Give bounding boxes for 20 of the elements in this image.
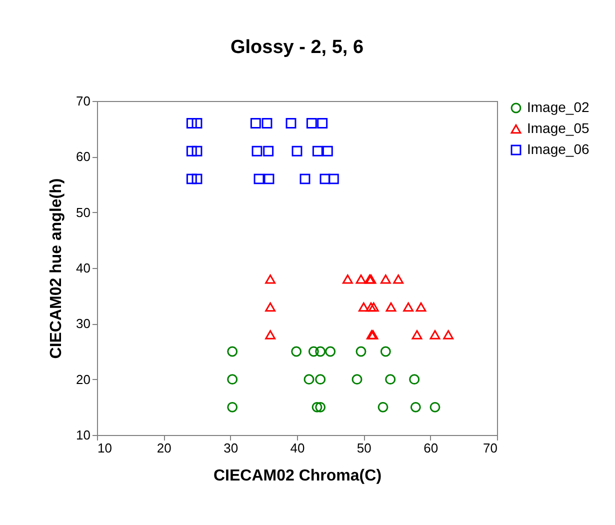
x-tick-label: 30 <box>224 440 238 456</box>
x-tick-label: 40 <box>290 440 305 456</box>
legend-label: Image_05 <box>527 120 590 136</box>
y-tick-label: 20 <box>76 372 90 387</box>
x-tick-label: 70 <box>483 440 498 456</box>
y-tick-label: 10 <box>76 428 90 442</box>
legend-label: Image_02 <box>527 99 590 115</box>
y-axis-title: CIECAM02 hue angle(h) <box>48 178 66 359</box>
x-tick-label: 10 <box>98 440 112 456</box>
chart-title: Glossy - 2, 5, 6 <box>230 37 364 58</box>
y-tick-label: 70 <box>76 94 90 108</box>
y-tick-label: 60 <box>76 149 90 164</box>
y-tick-label: 50 <box>76 204 90 220</box>
x-tick-label: 60 <box>424 440 438 456</box>
y-tick-label: 30 <box>76 316 90 332</box>
x-axis-title: CIECAM02 Chroma(C) <box>213 468 382 484</box>
y-tick-label: 40 <box>76 260 90 276</box>
x-tick-label: 50 <box>356 440 372 456</box>
legend-label: Image_06 <box>527 141 590 157</box>
x-tick-label: 20 <box>156 440 172 456</box>
